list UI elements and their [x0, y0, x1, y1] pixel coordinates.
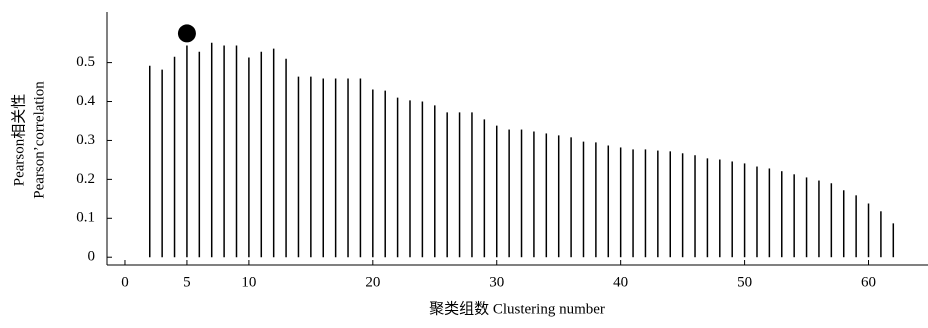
x-tick-label: 20 [365, 274, 380, 290]
y-tick-label: 0.4 [76, 93, 95, 109]
x-tick-label: 0 [121, 274, 129, 290]
x-tick-label: 50 [737, 274, 752, 290]
highlight-point [177, 24, 196, 43]
y-tick-label: 0.5 [76, 54, 95, 70]
x-axis-label: 聚类组数 Clustering number [429, 300, 605, 317]
x-tick-label: 10 [241, 274, 256, 290]
x-tick-label: 5 [183, 274, 191, 290]
x-tick-label: 60 [861, 274, 876, 290]
y-tick-label: 0.2 [76, 171, 95, 187]
y-tick-label: 0.1 [76, 210, 95, 226]
y-tick-label: 0.3 [76, 132, 95, 148]
x-tick-label: 30 [489, 274, 504, 290]
y-tick-label: 0 [88, 249, 96, 265]
y-axis-label: Pearson相关性 [10, 94, 27, 187]
y-axis-label: Pearson’correlation [31, 81, 47, 199]
x-tick-label: 40 [613, 274, 628, 290]
